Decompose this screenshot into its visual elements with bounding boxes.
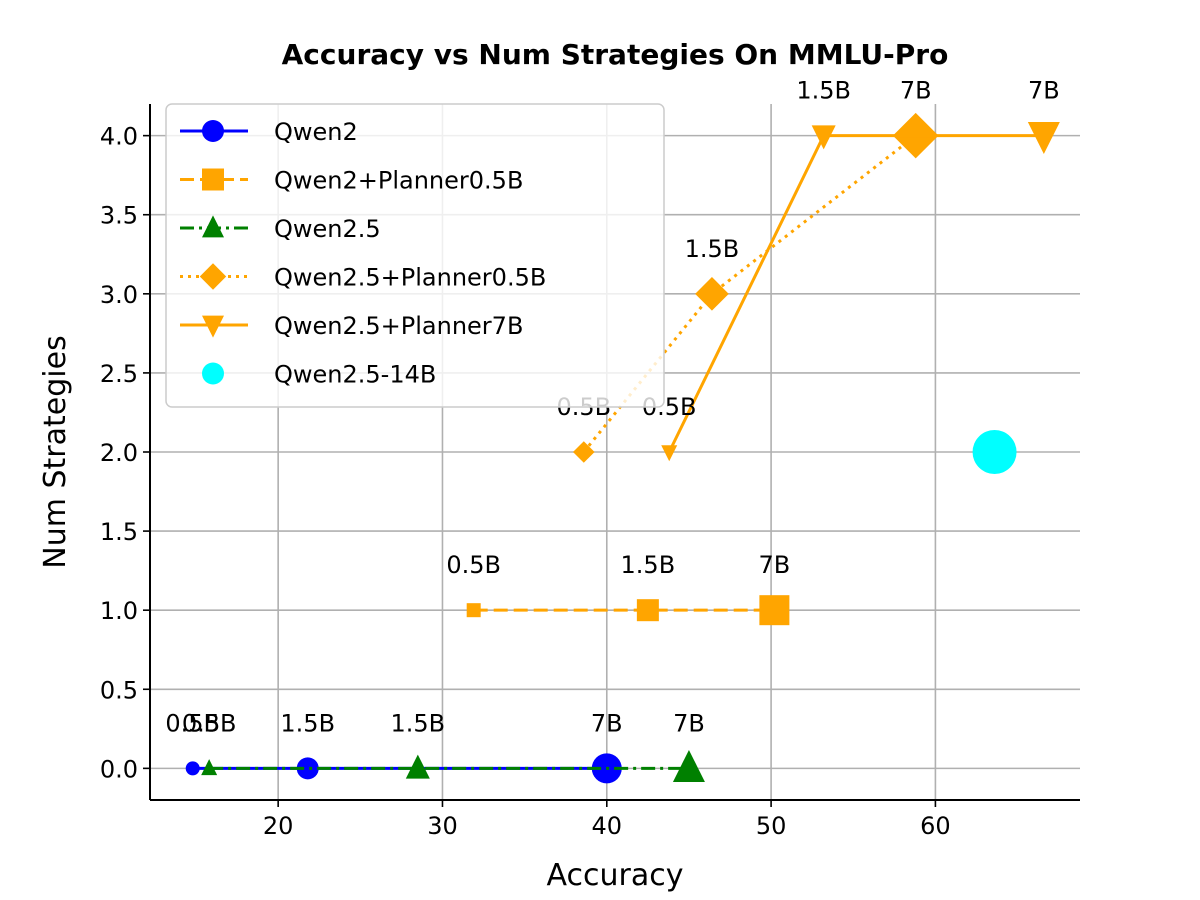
y-axis-label: Num Strategies [38,335,73,568]
data-point-marker [1027,122,1060,155]
data-point-marker [972,430,1017,474]
data-point-marker [572,441,595,463]
data-point-marker [296,757,319,780]
legend-item: Qwen2.5+Planner7B [180,312,523,340]
legend-item: Qwen2.5 [180,215,381,243]
legend-label: Qwen2.5 [274,215,381,243]
chart-title: Accuracy vs Num Strategies On MMLU-Pro [282,38,949,71]
y-tick-label: 2.0 [100,439,138,467]
legend-marker-icon [202,362,224,385]
legend-marker-icon [202,168,224,191]
legend-marker-icon [199,263,227,290]
legend-label: Qwen2+Planner0.5B [274,167,523,195]
legend-box [165,103,665,408]
series-qwen2-planner0-5b [466,595,790,626]
plot-series [185,112,1060,784]
data-point-marker [759,595,790,626]
series-qwen2-5-14b [972,430,1017,474]
x-tick-label: 40 [592,812,623,840]
data-point-label: 1.5B [280,709,335,737]
series-qwen2-5-planner7b [661,122,1060,462]
data-point-marker [466,603,481,618]
data-point-label: 1.5B [621,551,676,579]
axis-ticks: 20 30 40 50 60 0.0 0.5 1.0 1.5 2.0 2.5 3.0 3.5 4.0 [100,123,951,840]
data-point-label: 1.5B [796,77,851,105]
legend-item: Qwen2 [180,118,358,146]
x-tick-label: 60 [920,812,951,840]
y-tick-label: 1.0 [100,597,138,625]
data-point-label: 7B [1028,77,1060,105]
legend: Qwen2 Qwen2+Planner0.5B Qwen2.5 Qwen2.5+Pla… [165,103,665,408]
data-point-label: 0.5B [165,709,220,737]
y-tick-label: 2.5 [100,360,138,388]
data-point-label: 1.5B [685,235,740,263]
x-tick-label: 20 [263,812,294,840]
x-tick-label: 30 [427,812,458,840]
data-point-label: 7B [759,551,791,579]
y-tick-label: 3.5 [100,202,138,230]
y-tick-label: 4.0 [100,123,138,151]
legend-marker-icon [202,120,224,142]
legend-marker-icon [202,215,224,238]
data-point-marker [201,759,218,776]
legend-label: Qwen2.5-14B [274,361,436,389]
data-point-marker [661,445,678,462]
legend-item: Qwen2+Planner0.5B [180,167,523,195]
legend-marker-icon [202,315,224,338]
y-tick-label: 0.0 [100,755,138,783]
data-point-label: 7B [591,709,623,737]
legend-label: Qwen2 [274,118,358,146]
x-axis-label: Accuracy [547,858,684,893]
data-point-marker [695,277,729,311]
y-tick-label: 3.0 [100,281,138,309]
data-point-marker [672,749,705,782]
y-tick-label: 1.5 [100,518,138,546]
data-point-label: 0.5B [182,709,237,737]
series-qwen2-5 [201,749,705,782]
legend-item: Qwen2.5-14B [202,361,436,389]
x-tick-label: 50 [756,812,787,840]
data-point-marker [405,754,430,779]
data-point-marker [185,761,200,776]
data-point-label: 0.5B [446,551,501,579]
data-point-label: 1.5B [391,709,446,737]
data-point-marker [811,125,836,150]
legend-label: Qwen2.5+Planner0.5B [274,264,546,292]
data-point-label: 7B [900,77,932,105]
data-point-marker [636,599,659,622]
legend-item: Qwen2.5+Planner0.5B [180,263,546,292]
legend-label: Qwen2.5+Planner7B [274,312,523,340]
y-tick-label: 0.5 [100,676,138,704]
data-point-label: 7B [673,709,705,737]
